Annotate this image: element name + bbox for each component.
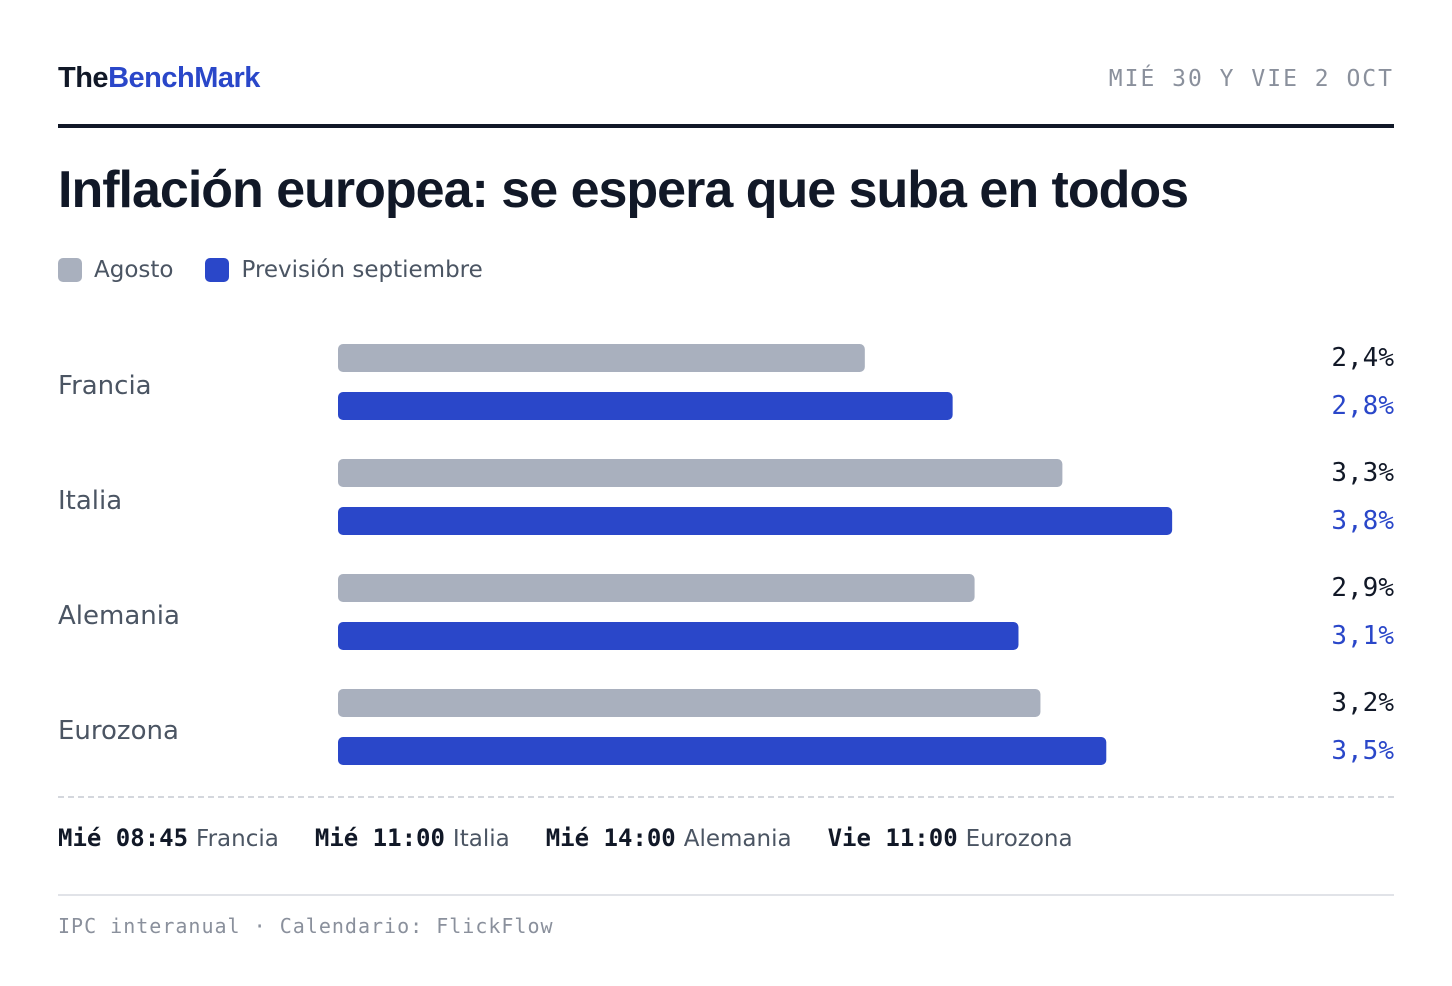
legend-item-prevision: Previsión septiembre bbox=[205, 257, 483, 283]
value-label-italia-agosto: 3,3% bbox=[1331, 458, 1394, 488]
release-schedule: Mié 08:45 Francia Mié 11:00 Italia Mié 14:00… bbox=[58, 820, 1109, 856]
bar-italia-prevision bbox=[338, 507, 1173, 535]
schedule-item: Mié 08:45 Francia bbox=[58, 824, 279, 852]
footer-source: IPC interanual · Calendario: FlickFlow bbox=[58, 914, 554, 938]
schedule-place: Italia bbox=[452, 826, 510, 852]
schedule-place: Alemania bbox=[683, 826, 792, 852]
schedule-time: Mié 14:00 bbox=[545, 824, 676, 852]
schedule-place: Francia bbox=[196, 826, 279, 852]
legend: Agosto Previsión septiembre bbox=[58, 254, 515, 286]
bar-francia-prevision bbox=[338, 392, 953, 420]
header: TheBenchMark MIÉ 30 Y VIE 2 OCT bbox=[58, 56, 1394, 104]
legend-swatch-agosto bbox=[58, 258, 82, 282]
schedule-item: Mié 11:00 Italia bbox=[315, 824, 510, 852]
value-label-alemania-agosto: 2,9% bbox=[1331, 573, 1394, 603]
schedule-time: Vie 11:00 bbox=[827, 824, 958, 852]
value-label-alemania-prevision: 3,1% bbox=[1331, 621, 1394, 651]
bar-alemania-prevision bbox=[338, 622, 1019, 650]
value-label-eurozona-agosto: 3,2% bbox=[1331, 688, 1394, 718]
legend-label-agosto: Agosto bbox=[94, 257, 174, 283]
bar-eurozona-agosto bbox=[338, 689, 1041, 717]
dashed-divider bbox=[58, 796, 1394, 798]
schedule-item: Vie 11:00 Eurozona bbox=[828, 824, 1073, 852]
category-label-eurozona: Eurozona bbox=[58, 716, 179, 746]
top-divider bbox=[58, 124, 1394, 128]
category-label-francia: Francia bbox=[58, 371, 152, 401]
schedule-time: Mié 11:00 bbox=[314, 824, 445, 852]
schedule-item: Mié 14:00 Alemania bbox=[546, 824, 792, 852]
date-range: MIÉ 30 Y VIE 2 OCT bbox=[1108, 66, 1394, 92]
brand-logo: TheBenchMark bbox=[58, 62, 260, 95]
value-label-eurozona-prevision: 3,5% bbox=[1331, 736, 1394, 766]
value-label-francia-agosto: 2,4% bbox=[1331, 343, 1394, 373]
bar-eurozona-prevision bbox=[338, 737, 1107, 765]
value-label-francia-prevision: 2,8% bbox=[1331, 391, 1394, 421]
brand-accent: BenchMark bbox=[108, 62, 260, 94]
bottom-divider bbox=[58, 894, 1394, 896]
category-label-italia: Italia bbox=[58, 486, 122, 516]
brand-prefix: The bbox=[58, 62, 109, 94]
legend-item-agosto: Agosto bbox=[58, 257, 173, 283]
legend-label-prevision: Previsión septiembre bbox=[241, 257, 483, 283]
legend-swatch-prevision bbox=[205, 258, 230, 282]
chart-title: Inflación europea: se espera que suba en… bbox=[58, 161, 1189, 219]
value-label-italia-prevision: 3,8% bbox=[1331, 506, 1394, 536]
bar-alemania-agosto bbox=[338, 574, 975, 602]
bar-italia-agosto bbox=[338, 459, 1063, 487]
bar-francia-agosto bbox=[338, 344, 865, 372]
bar-chart: Francia 2,4% 2,8% Italia 3,3% 3,8% Alemania 2,9… bbox=[58, 343, 1394, 766]
schedule-place: Eurozona bbox=[965, 826, 1073, 852]
schedule-time: Mié 08:45 bbox=[58, 824, 189, 852]
category-label-alemania: Alemania bbox=[58, 601, 180, 631]
